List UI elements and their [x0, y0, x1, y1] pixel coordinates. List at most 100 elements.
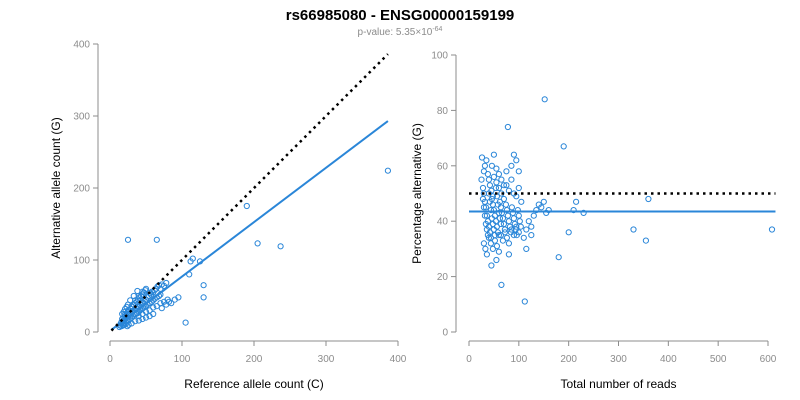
y-tick-label: 0 [442, 328, 448, 339]
data-point [493, 165, 500, 172]
data-point [200, 294, 207, 301]
data-point [517, 223, 524, 230]
data-point [498, 176, 505, 183]
data-point [491, 232, 498, 239]
data-point [124, 323, 131, 330]
data-point [479, 184, 487, 192]
data-point [630, 226, 637, 233]
data-point [175, 294, 182, 301]
data-point [555, 254, 562, 261]
p-value-label: p-value: 5.35×10-64 [358, 26, 443, 38]
data-point [487, 207, 494, 214]
data-point [490, 207, 497, 214]
data-point [130, 292, 137, 300]
y-tick-label: 40 [437, 217, 449, 228]
data-point [132, 318, 139, 325]
data-point [488, 215, 495, 222]
data-point [493, 256, 500, 264]
data-point [497, 232, 504, 239]
data-point [768, 226, 776, 233]
data-point [530, 212, 537, 219]
data-point [508, 226, 515, 233]
data-point [139, 315, 146, 323]
data-point [570, 207, 577, 214]
data-point [521, 298, 528, 305]
data-point [489, 245, 496, 252]
data-point [484, 232, 491, 239]
data-point [243, 202, 250, 210]
data-point [485, 234, 492, 241]
data-point [516, 218, 523, 225]
data-point [508, 162, 515, 169]
data-point [490, 226, 497, 233]
data-point [493, 179, 500, 186]
data-point [580, 209, 587, 216]
data-point [142, 314, 150, 321]
data-point [493, 243, 500, 250]
data-point [503, 207, 510, 214]
data-point [510, 151, 518, 158]
y-tick-label: 0 [84, 328, 90, 339]
data-point [494, 201, 501, 208]
y-tick-label: 200 [73, 184, 90, 195]
x-tick-label: 300 [610, 354, 627, 365]
p-value-mantissa: p-value: 5.35×10 [358, 27, 433, 38]
data-point [124, 236, 132, 243]
data-point [514, 207, 521, 214]
data-point [500, 182, 507, 189]
chart-title: rs66985080 - ENSG00000159199 [286, 7, 515, 24]
data-point [487, 240, 494, 247]
data-point [515, 184, 522, 192]
data-point [124, 301, 132, 308]
data-point [485, 190, 492, 197]
data-point [495, 232, 502, 239]
data-point [490, 173, 497, 180]
data-point [483, 251, 490, 258]
data-point [134, 287, 141, 295]
reference-line [110, 53, 389, 332]
data-point [483, 157, 490, 164]
data-point [504, 212, 511, 219]
data-point [488, 162, 495, 169]
data-point [486, 198, 493, 205]
y-tick-label: 60 [437, 161, 449, 172]
data-point [515, 212, 522, 219]
data-point [541, 96, 548, 103]
data-point [497, 220, 504, 228]
data-point [495, 171, 502, 178]
data-point [478, 154, 486, 161]
data-point [540, 198, 547, 205]
data-point [158, 305, 165, 312]
data-point [499, 237, 506, 244]
data-point [523, 245, 530, 252]
y-tick-label: 80 [437, 106, 449, 117]
data-point [490, 151, 497, 158]
data-point [485, 176, 492, 183]
p-value-exponent: -64 [432, 26, 442, 33]
data-point [513, 223, 520, 230]
data-point [165, 298, 173, 305]
x-tick-label: 300 [318, 354, 335, 365]
data-point [508, 176, 515, 183]
y-tick-label: 100 [73, 256, 90, 267]
data-point [488, 262, 495, 269]
data-point [150, 310, 157, 318]
data-point [482, 204, 489, 211]
x-tick-label: 100 [174, 354, 191, 365]
data-point [528, 232, 535, 239]
data-point [505, 240, 512, 247]
y-axis-label: Percentage alternative (G) [410, 123, 424, 264]
allele-count-plot: 0 100 200 300 400 0 100 200 300 400 Reference alle… [49, 40, 407, 392]
x-tick-label: 0 [107, 354, 113, 365]
data-point [515, 168, 522, 175]
data-point [479, 195, 487, 203]
data-point [510, 215, 518, 222]
data-point [545, 207, 552, 214]
data-point [520, 234, 527, 241]
y-tick-label: 100 [431, 51, 448, 62]
data-point [518, 198, 525, 205]
data-point [142, 308, 150, 315]
x-tick-label: 400 [390, 354, 407, 365]
data-point [528, 223, 535, 230]
data-point [502, 201, 509, 208]
